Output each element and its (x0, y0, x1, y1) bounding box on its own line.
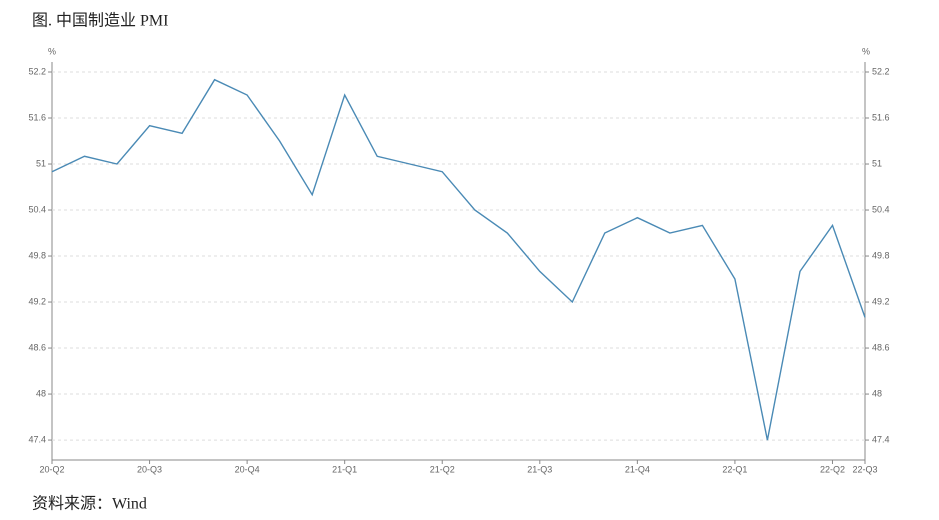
x-tick-label: 21-Q2 (430, 464, 455, 474)
y-tick-label: 49.2 (28, 296, 46, 306)
y2-axis-unit: % (862, 46, 870, 56)
data-line (51, 78, 866, 441)
x-tick-label: 21-Q4 (625, 464, 650, 474)
y2-tick-label: 48.6 (872, 342, 890, 352)
y-tick-label: 51 (36, 158, 46, 168)
y-axis-unit: % (48, 46, 56, 56)
x-tick-label: 20-Q2 (39, 464, 64, 474)
y2-tick-label: 49.8 (872, 250, 890, 260)
y2-tick-label: 50.4 (872, 204, 890, 214)
x-tick-label: 20-Q3 (137, 464, 162, 474)
y2-tick-label: 47.4 (872, 434, 890, 444)
y-tick-label: 48.6 (28, 342, 46, 352)
y2-tick-label: 51 (872, 158, 882, 168)
y-tick-label: 51.6 (28, 112, 46, 122)
y2-tick-label: 52.2 (872, 66, 890, 76)
y-tick-label: 52.2 (28, 66, 46, 76)
x-tick-label: 22-Q2 (820, 464, 845, 474)
y-tick-label: 48 (36, 388, 46, 398)
chart-title: 图. 中国制造业 PMI (32, 12, 168, 30)
x-tick-label: 22-Q3 (852, 464, 877, 474)
y2-tick-label: 48 (872, 388, 882, 398)
x-tick-label: 21-Q3 (527, 464, 552, 474)
x-tick-label: 20-Q4 (235, 464, 260, 474)
y-tick-label: 50.4 (28, 204, 46, 214)
y2-tick-label: 49.2 (872, 296, 890, 306)
x-tick-label: 22-Q1 (722, 464, 747, 474)
y-tick-label: 49.8 (28, 250, 46, 260)
x-tick-label: 21-Q1 (332, 464, 357, 474)
y-tick-label: 47.4 (28, 434, 46, 444)
y2-tick-label: 51.6 (872, 112, 890, 122)
source-note: 资料来源：Wind (32, 495, 147, 513)
